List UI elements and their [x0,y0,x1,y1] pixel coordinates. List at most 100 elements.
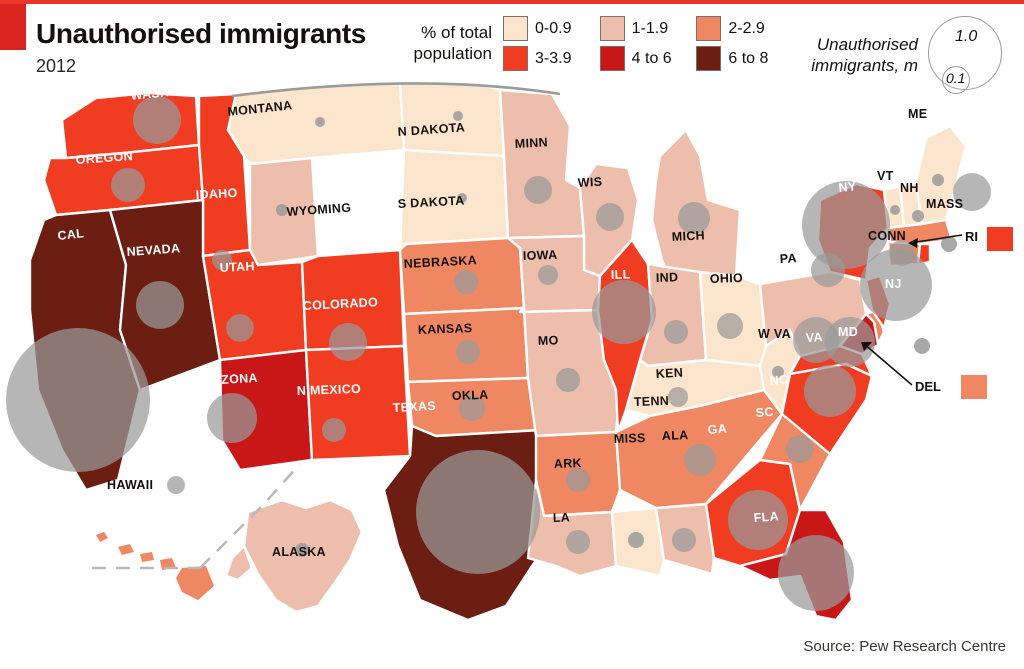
bubble-oregon [111,168,145,202]
legend-label-1: 1-1.9 [631,19,669,37]
state-label-md: MD [838,325,858,339]
us-choropleth-map[interactable]: WASH OREGON IDAHO CAL NEVADA UTAH MONTAN… [0,60,1024,620]
bubble-sdakota [457,193,467,203]
bubble-minn [524,176,552,204]
state-label-ind: IND [656,270,679,285]
state-label-vt: VT [877,169,894,183]
bubble-ohio [717,313,743,339]
bubble-nevada [136,281,184,329]
bubble-tenn [684,444,716,476]
bubble-miss [628,532,644,548]
legend-swatch-4 [599,46,625,71]
bubble-conn [889,240,915,266]
state-label-pa: PA [779,251,797,266]
page-subtitle: 2012 [36,56,77,76]
legend-item-1: 1-1.9 [599,16,697,41]
bubble-mich [678,202,710,234]
callout-leader-del [862,342,913,386]
bubble-wyoming [276,204,288,216]
state-label-idaho: IDAHO [195,186,237,202]
bubble-ndakota [453,111,463,121]
bubble-legend: Unauthorised immigrants, m 1.0 0.1 [800,14,1020,94]
state-shape-ndakota [398,80,506,158]
top-rule [0,0,1024,4]
bubble-wis [596,203,624,231]
state-label-wis: WIS [577,175,602,190]
legend-label-3: 3-3.9 [535,49,572,67]
state-label-ken: KEN [655,366,683,381]
legend-label-5: 6 to 8 [728,49,769,67]
page-title: Unauthorised immigrants [36,18,366,49]
state-label-wva: W VA [758,327,791,341]
bubble-nmexico [322,418,346,442]
bubble-sc [786,435,814,463]
callout-arrow-ri [908,238,918,248]
legend-swatch-3 [503,46,528,71]
bubble-okla [459,395,485,421]
bubble-ill [592,280,656,344]
state-label-iowa: IOWA [523,248,558,263]
callout-arrow-del [861,342,872,351]
bubble-hawaii [167,476,185,494]
bubble-colorado [329,323,367,361]
state-label-conn: CONN [868,229,906,243]
state-label-sc: SC [755,405,774,420]
bubble-del [914,338,930,354]
bubble-legend-circle-small [942,66,970,94]
bubble-ala [672,528,696,552]
bubble-nebraska [454,270,478,294]
bubble-legend-caption: Unauthorised immigrants, m [800,34,918,76]
source-note: Source: Pew Research Centre [803,638,1006,655]
state-label-alaska: ALASKA [272,545,326,559]
bubble-arizona [207,393,257,443]
bubble-vt [890,205,900,215]
bubble-montana [315,117,325,127]
state-label-va: VA [805,330,823,345]
map-callouts: RI DEL [861,227,1013,399]
callout-swatch-ri [987,227,1013,251]
bubble-idaho [212,250,232,270]
bubble-ri [941,236,957,252]
color-legend-grid: 0-0.9 1-1.9 2-2.9 3-3.9 4 to 6 6 to [503,16,793,76]
state-label-colorado: COLORADO [302,295,378,313]
state-label-ndakota: N DAKOTA [397,120,465,139]
state-label-hawaii: HAWAII [107,478,153,492]
bubble-fla [778,535,854,611]
legend-label-2: 2-2.9 [728,19,765,37]
color-legend-caption: % of total population [400,22,492,64]
state-label-texas: TEXAS [392,399,436,415]
state-label-ark: ARK [554,456,582,471]
callout-swatch-del [961,375,987,399]
color-legend-caption-line1: % of total [421,23,492,42]
legend-swatch-1 [599,16,625,41]
color-legend-row-top: 0-0.9 1-1.9 2-2.9 [503,16,793,46]
bubble-ark [566,468,590,492]
state-label-nj: NJ [885,277,902,291]
state-label-nevada: NEVADA [126,241,181,259]
bubble-alaska [295,543,309,557]
state-label-utah: UTAH [219,259,255,275]
bubble-legend-value-large: 1.0 [955,28,978,45]
state-label-fla: FLA [753,509,779,525]
callout-label-del: DEL [915,379,941,394]
bubble-me [932,174,944,186]
bubble-wva [772,366,784,378]
state-label-mass: MASS [926,197,963,211]
callout-label-ri: RI [965,229,978,244]
bubble-md [825,317,875,367]
immigrant-population-bubbles [6,96,991,611]
legend-item-2: 2-2.9 [696,16,793,41]
color-legend-row-bottom: 3-3.9 4 to 6 6 to 8 [503,46,793,76]
color-legend-caption-line2: population [413,44,492,63]
brand-corner-block [0,4,26,50]
state-labels: WASH OREGON IDAHO CAL NEVADA UTAH MONTAN… [57,85,963,559]
legend-item-0: 0-0.9 [503,16,600,41]
bubble-mo [556,368,580,392]
bubble-ga [728,490,788,550]
state-label-minn: MINN [514,135,548,151]
state-label-ill: ILL [611,267,631,282]
legend-item-3: 3-3.9 [503,46,600,71]
bubble-iowa [538,265,558,285]
state-label-miss: MISS [614,431,646,446]
state-label-mich: MICH [671,228,705,244]
